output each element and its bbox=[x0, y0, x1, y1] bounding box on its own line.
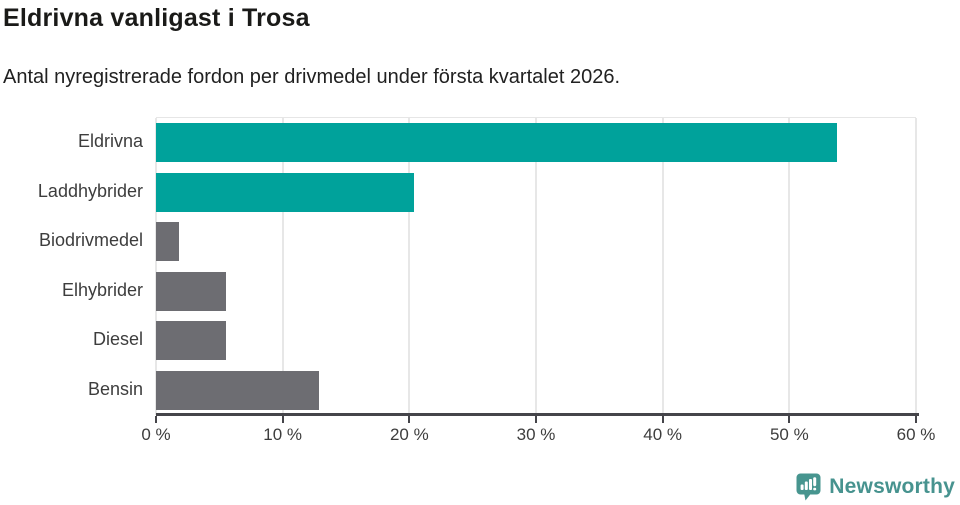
category-label: Laddhybrider bbox=[37, 180, 143, 201]
grid-line bbox=[915, 118, 917, 415]
newsworthy-logo: Newsworthy bbox=[796, 473, 955, 501]
bar bbox=[156, 222, 179, 262]
bar bbox=[156, 172, 415, 212]
axis-tick-label: 60 % bbox=[896, 425, 936, 444]
bar bbox=[156, 321, 226, 361]
x-axis: 0 % 10 % 20 % 30 % 40 % 50 % 60 % bbox=[141, 413, 935, 453]
axis-tick bbox=[915, 416, 917, 423]
grid-line bbox=[535, 118, 537, 415]
bar-row bbox=[156, 168, 916, 218]
category-label: Bensin bbox=[87, 378, 143, 399]
axis-tick-label: 50 % bbox=[769, 425, 809, 444]
bar bbox=[156, 271, 226, 311]
category-label: Eldrivna bbox=[77, 131, 143, 152]
newsworthy-bubble-chart-icon bbox=[796, 473, 821, 501]
bar bbox=[156, 123, 838, 163]
axis-tick bbox=[535, 416, 537, 423]
grid-line bbox=[661, 118, 664, 415]
axis-tick bbox=[788, 416, 791, 423]
axis-tick bbox=[281, 416, 284, 423]
grid-line bbox=[281, 118, 284, 415]
grid-line bbox=[155, 118, 157, 415]
newsworthy-logo-text: Newsworthy bbox=[829, 475, 955, 498]
chart-subtitle: Antal nyregistrerade fordon per drivmede… bbox=[3, 66, 621, 88]
axis-tick bbox=[408, 416, 411, 423]
grid-line bbox=[788, 118, 791, 415]
axis-tick bbox=[155, 416, 157, 423]
bar-row bbox=[156, 366, 916, 416]
bar-row bbox=[156, 316, 916, 366]
axis-tick-label: 30 % bbox=[516, 425, 556, 444]
category-label: Elhybrider bbox=[61, 279, 143, 300]
bar-row bbox=[156, 118, 916, 168]
axis-tick-label: 40 % bbox=[643, 425, 683, 444]
axis-tick-label: 20 % bbox=[389, 425, 429, 444]
bar-row bbox=[156, 267, 916, 317]
category-labels: Eldrivna Laddhybrider Biodrivmedel Elhybrid… bbox=[0, 117, 143, 414]
axis-tick-label: 10 % bbox=[263, 425, 303, 444]
category-label: Diesel bbox=[92, 329, 143, 350]
axis-tick-label: 0 % bbox=[141, 425, 171, 444]
bar bbox=[156, 370, 320, 410]
x-axis-line bbox=[156, 413, 919, 416]
bar-rows bbox=[156, 118, 916, 415]
chart-title: Eldrivna vanligast i Trosa bbox=[3, 4, 310, 32]
axis-tick bbox=[661, 416, 664, 423]
bar-row bbox=[156, 217, 916, 267]
grid-line bbox=[408, 118, 411, 415]
category-label: Biodrivmedel bbox=[38, 230, 143, 251]
plot-area bbox=[155, 117, 917, 415]
